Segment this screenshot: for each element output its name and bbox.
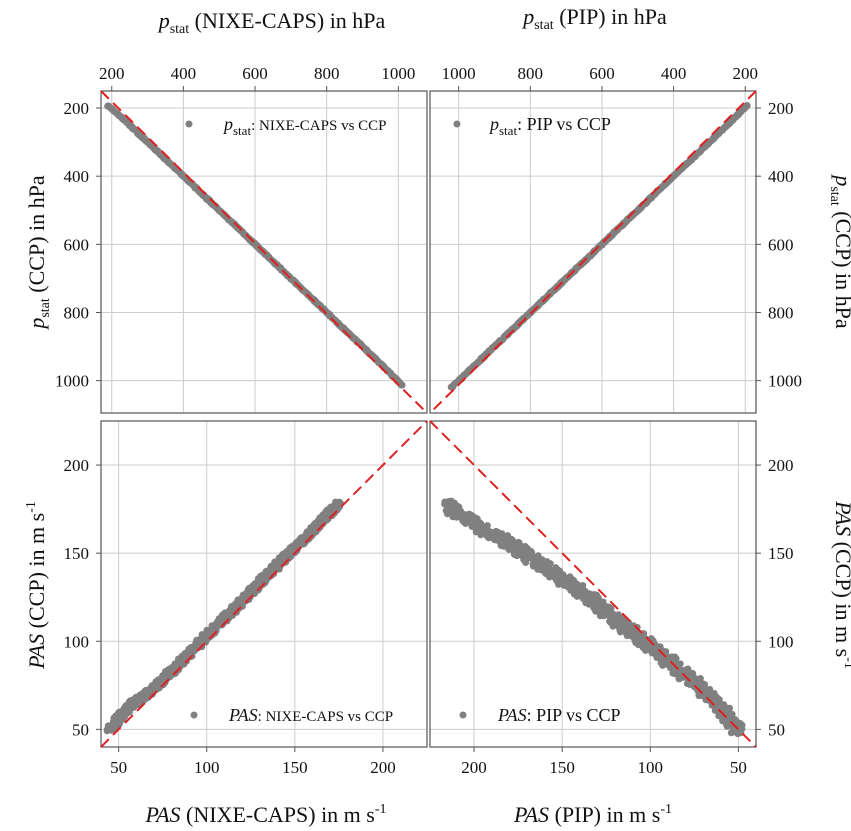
- data-point: [635, 633, 643, 641]
- left-bottom-y-axis-title: PAS (CCP) in m s-1: [24, 501, 49, 670]
- y-tick-label: 1000: [55, 372, 89, 391]
- left-top-y-axis-title: pstat (CCP) in hPa: [24, 175, 53, 331]
- data-point: [522, 559, 530, 566]
- x-tick-label: 1000: [442, 64, 476, 83]
- y-tick-label: 50: [768, 720, 785, 739]
- x-tick-label: 100: [638, 758, 664, 777]
- y-tick-label: 100: [768, 632, 794, 651]
- x-tick-label: 200: [733, 64, 759, 83]
- plot-frame: [100, 90, 428, 414]
- panel-top-left: 200 400 600 800 1000 200 400 600 800 1000: [55, 64, 428, 414]
- data-point: [701, 688, 708, 696]
- legend-top-right-panel: pstat: PIP vs CCP: [453, 114, 611, 138]
- svg-text:PAS: NIXE-CAPS vs CCP: PAS: NIXE-CAPS vs CCP: [228, 705, 393, 725]
- y-tick-label: 600: [64, 235, 90, 254]
- data-point: [335, 500, 343, 508]
- x-tick-label: 200: [461, 758, 487, 777]
- right-bottom-y-axis-title: PAS (CCP) in m s-1: [831, 500, 851, 669]
- x-tick-label: 100: [194, 758, 220, 777]
- y-tick-label: 100: [64, 632, 90, 651]
- series-points: [447, 102, 751, 391]
- data-point: [714, 702, 721, 710]
- svg-text:pstat: PIP vs CCP: pstat: PIP vs CCP: [488, 114, 611, 138]
- data-point: [526, 551, 534, 559]
- data-point: [587, 595, 595, 602]
- reference-line-bottom-left: [100, 420, 428, 748]
- y-tick-label: 200: [768, 456, 794, 475]
- x-tick-label: 400: [171, 64, 197, 83]
- x-tick-label: 1000: [381, 64, 415, 83]
- data-point: [743, 102, 751, 110]
- bottom-left-x-axis-title: PAS (NIXE-CAPS) in m s-1: [144, 802, 386, 827]
- y-tick-label: 800: [64, 303, 90, 322]
- x-tick-label: 50: [110, 758, 127, 777]
- series-points: [441, 497, 746, 738]
- legend-top-left-panel: pstat: NIXE-CAPS vs CCP: [185, 114, 387, 138]
- x-tick-label: 600: [589, 64, 615, 83]
- plot-frame: [100, 420, 428, 748]
- x-tick-label: 200: [370, 758, 396, 777]
- x-tick-label: 200: [99, 64, 125, 83]
- svg-text:pstat: NIXE-CAPS vs CCP: pstat: NIXE-CAPS vs CCP: [222, 114, 387, 138]
- y-tick-label: 1000: [768, 372, 802, 391]
- y-tick-label: 150: [64, 544, 90, 563]
- x-tick-label: 400: [661, 64, 687, 83]
- x-tick-label: 150: [282, 758, 308, 777]
- reference-line-top-left: [100, 90, 428, 414]
- top-right-x-axis-title: pstat (PIP) in hPa: [521, 4, 667, 33]
- reference-line-top-right: [429, 90, 757, 414]
- y-tick-label: 200: [64, 99, 90, 118]
- y-tick-label: 400: [64, 167, 90, 186]
- reference-lines: [100, 90, 757, 748]
- x-tick-label: 50: [730, 758, 747, 777]
- x-tick-label: 600: [242, 64, 268, 83]
- x-tick-label: 800: [314, 64, 340, 83]
- plot-frame: [429, 90, 757, 414]
- x-tick-label: 150: [549, 758, 575, 777]
- y-tick-label: 150: [768, 544, 794, 563]
- svg-text:PAS: PIP vs CCP: PAS: PIP vs CCP: [497, 705, 621, 725]
- reference-line-bottom-right: [429, 420, 757, 748]
- y-tick-label: 800: [768, 303, 794, 322]
- legend-bottom-left-panel: PAS: NIXE-CAPS vs CCP: [190, 705, 393, 725]
- y-tick-label: 50: [72, 720, 89, 739]
- y-tick-label: 200: [768, 99, 794, 118]
- y-tick-label: 600: [768, 235, 794, 254]
- legend-bottom-right-panel: PAS: PIP vs CCP: [459, 705, 621, 725]
- y-tick-label: 200: [64, 456, 90, 475]
- series-points: [104, 102, 406, 389]
- data-point: [723, 706, 731, 713]
- series-points: [103, 498, 344, 735]
- plot-frame: [429, 420, 757, 748]
- right-top-y-axis-title: pstat (CCP) in hPa: [827, 173, 851, 329]
- bottom-right-x-axis-title: PAS (PIP) in m s-1: [513, 802, 672, 827]
- data-point: [398, 381, 406, 389]
- y-tick-label: 400: [768, 167, 794, 186]
- data-point: [734, 727, 742, 735]
- x-tick-label: 800: [518, 64, 544, 83]
- panel-top-right: 1000 800 600 400 200 200 400 600 800 1000: [429, 64, 802, 414]
- top-left-x-axis-title: pstat (NIXE-CAPS) in hPa: [157, 8, 386, 37]
